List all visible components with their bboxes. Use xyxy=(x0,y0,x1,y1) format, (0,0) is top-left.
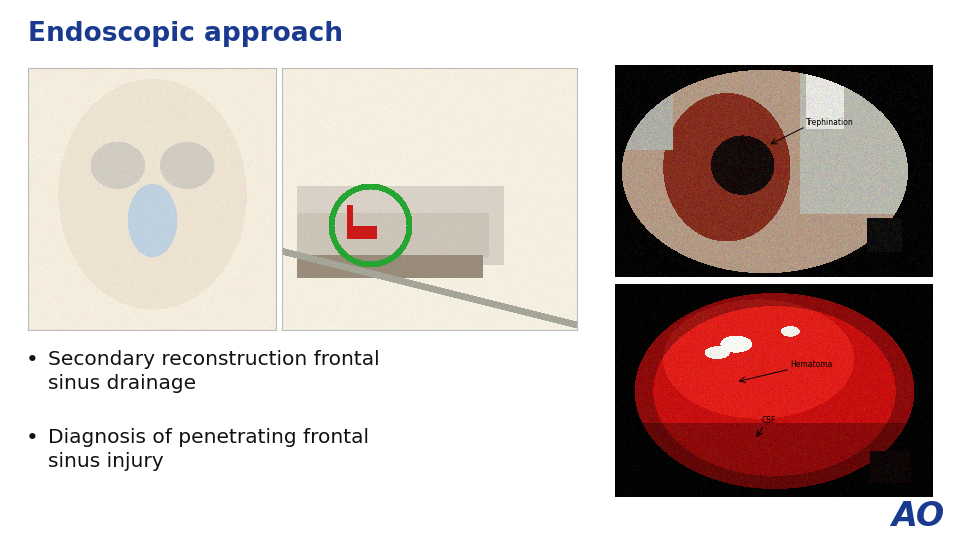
Text: Diagnosis of penetrating frontal
sinus injury: Diagnosis of penetrating frontal sinus i… xyxy=(48,428,369,471)
Text: Hematoma: Hematoma xyxy=(790,360,832,369)
Text: •: • xyxy=(26,350,38,370)
Text: AO: AO xyxy=(892,500,945,532)
Text: Endoscopic approach: Endoscopic approach xyxy=(28,21,343,47)
Text: •: • xyxy=(26,428,38,448)
Text: Trephination: Trephination xyxy=(805,118,853,127)
Text: CSF: CSF xyxy=(761,416,776,425)
Text: Secondary reconstruction frontal
sinus drainage: Secondary reconstruction frontal sinus d… xyxy=(48,350,379,393)
